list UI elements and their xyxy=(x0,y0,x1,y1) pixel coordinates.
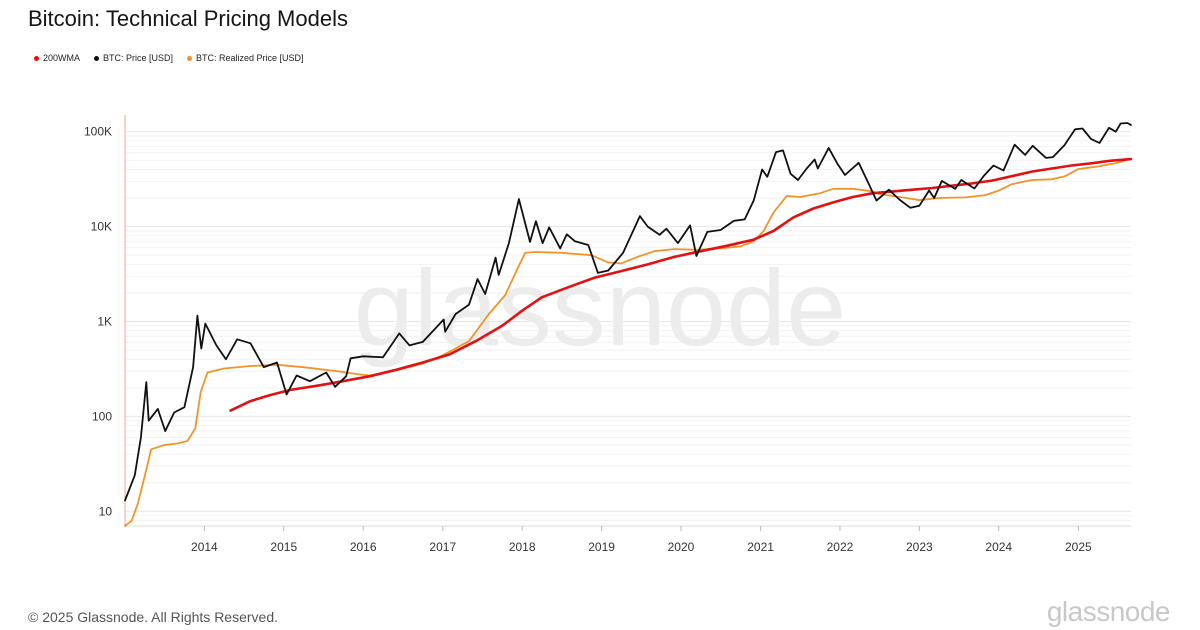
x-tick-label: 2015 xyxy=(270,540,297,554)
x-tick-label: 2022 xyxy=(827,540,854,554)
chart-legend: 200WMA BTC: Price [USD] BTC: Realized Pr… xyxy=(34,53,304,63)
y-axis: 10 100 1K 10K 100K xyxy=(84,125,112,519)
x-tick-label: 2021 xyxy=(747,540,774,554)
chart-title: Bitcoin: Technical Pricing Models xyxy=(28,6,348,31)
x-tick-label: 2016 xyxy=(350,540,377,554)
x-tick-label: 2025 xyxy=(1065,540,1092,554)
legend-item-price[interactable]: BTC: Price [USD] xyxy=(94,53,173,63)
x-tick-label: 2020 xyxy=(668,540,695,554)
x-tick-label: 2014 xyxy=(191,540,218,554)
legend-marker-price xyxy=(94,55,100,61)
series-line-realized-price xyxy=(124,157,1132,527)
y-tick-label: 1K xyxy=(97,315,112,329)
legend-item-realized-price[interactable]: BTC: Realized Price [USD] xyxy=(187,53,304,63)
x-tick-label: 2018 xyxy=(509,540,536,554)
y-tick-label: 100K xyxy=(84,125,112,139)
x-tick-label: 2023 xyxy=(906,540,933,554)
copyright-footer: © 2025 Glassnode. All Rights Reserved. xyxy=(28,609,279,625)
chart-series xyxy=(124,122,1133,527)
legend-label-realized-price: BTC: Realized Price [USD] xyxy=(196,53,304,63)
y-tick-label: 10 xyxy=(99,504,113,518)
legend-item-200wma[interactable]: 200WMA xyxy=(34,53,80,63)
x-axis: 2014 2015 2016 2017 2018 2019 2020 2021 2022 2023… xyxy=(191,526,1092,554)
x-tick-label: 2017 xyxy=(429,540,456,554)
legend-marker-200wma xyxy=(34,55,39,61)
y-tick-label: 10K xyxy=(91,220,112,234)
x-tick-label: 2024 xyxy=(985,540,1012,554)
chart-watermark: glassnode xyxy=(354,247,846,368)
y-tick-label: 100 xyxy=(92,409,112,423)
brand-logo: glassnode xyxy=(1046,596,1171,627)
legend-label-price: BTC: Price [USD] xyxy=(103,53,174,63)
series-line-price xyxy=(124,122,1132,502)
legend-marker-realized-price xyxy=(187,55,193,61)
legend-label-200wma: 200WMA xyxy=(43,53,81,63)
x-tick-label: 2019 xyxy=(588,540,615,554)
series-line-200wma xyxy=(229,157,1133,412)
